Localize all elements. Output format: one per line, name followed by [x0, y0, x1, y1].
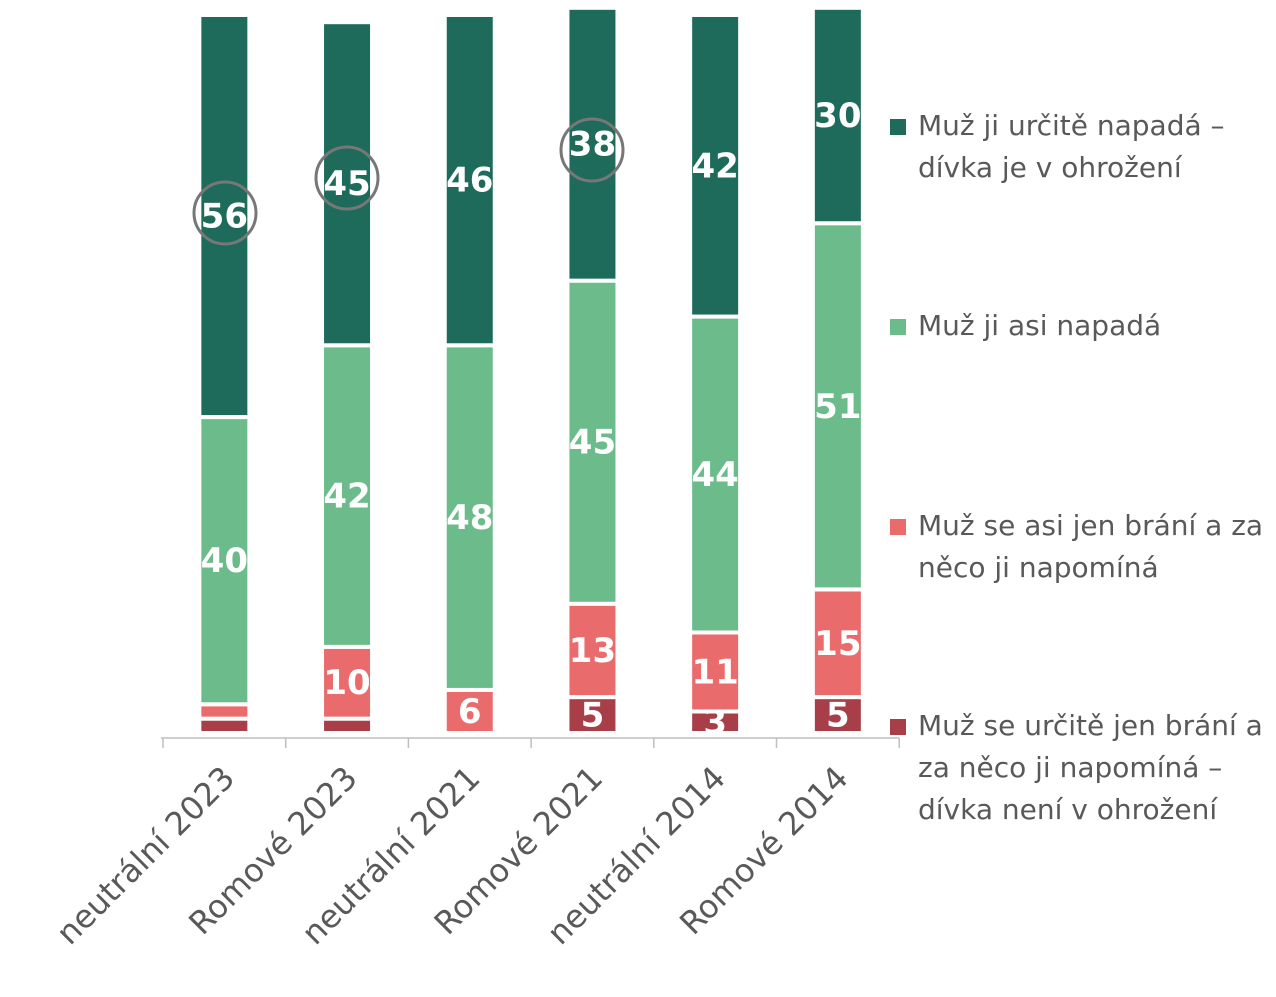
- data-label: 45: [323, 164, 370, 204]
- highlight-circle: [192, 180, 258, 246]
- legend-swatch: [890, 719, 906, 735]
- data-label: 10: [323, 663, 370, 703]
- legend-label: Muž ji asi napadá: [918, 309, 1162, 342]
- data-label: 44: [691, 455, 738, 495]
- legend-label: Muž se určitě jen brání a za něco ji nap…: [918, 709, 1263, 826]
- highlight-circle: [314, 145, 380, 211]
- data-label: 51: [814, 387, 861, 427]
- data-label: 42: [691, 146, 738, 186]
- data-label: 46: [446, 161, 493, 201]
- data-label: 5: [826, 696, 850, 736]
- data-label: 38: [569, 125, 616, 165]
- data-label: 15: [814, 624, 861, 664]
- data-label: 11: [691, 652, 738, 692]
- bar-segment: [320, 20, 375, 348]
- bar-segment: [320, 716, 375, 736]
- data-label: 48: [446, 498, 493, 538]
- bar-segment: [442, 13, 497, 348]
- data-label: 40: [201, 541, 248, 581]
- legend-label: Muž ji určitě napadá – dívka je v ohrože…: [918, 109, 1225, 184]
- bar-segment: [197, 702, 252, 721]
- data-label: 45: [569, 423, 616, 463]
- data-label: 56: [201, 197, 248, 237]
- bar-segment: [320, 644, 375, 721]
- legend-swatch: [890, 119, 906, 135]
- highlight-circle: [559, 117, 625, 183]
- legend-swatch: [890, 519, 906, 535]
- data-label: 42: [323, 477, 370, 517]
- bar-segment: [688, 314, 743, 635]
- legend-label: Muž se asi jen brání a za něco ji napomí…: [918, 509, 1264, 584]
- legend-swatch: [890, 319, 906, 335]
- data-label: 5: [581, 696, 605, 736]
- bar-segment: [197, 13, 252, 420]
- data-label: 30: [814, 96, 861, 136]
- bar-segment: [810, 5, 865, 226]
- bar-segment: [810, 221, 865, 592]
- bar-segment: [565, 601, 620, 700]
- bar-segment: [688, 13, 743, 319]
- bar-segment: [565, 5, 620, 283]
- bar-segment: [197, 716, 252, 736]
- data-label: 13: [569, 631, 616, 671]
- data-label: 6: [458, 692, 482, 732]
